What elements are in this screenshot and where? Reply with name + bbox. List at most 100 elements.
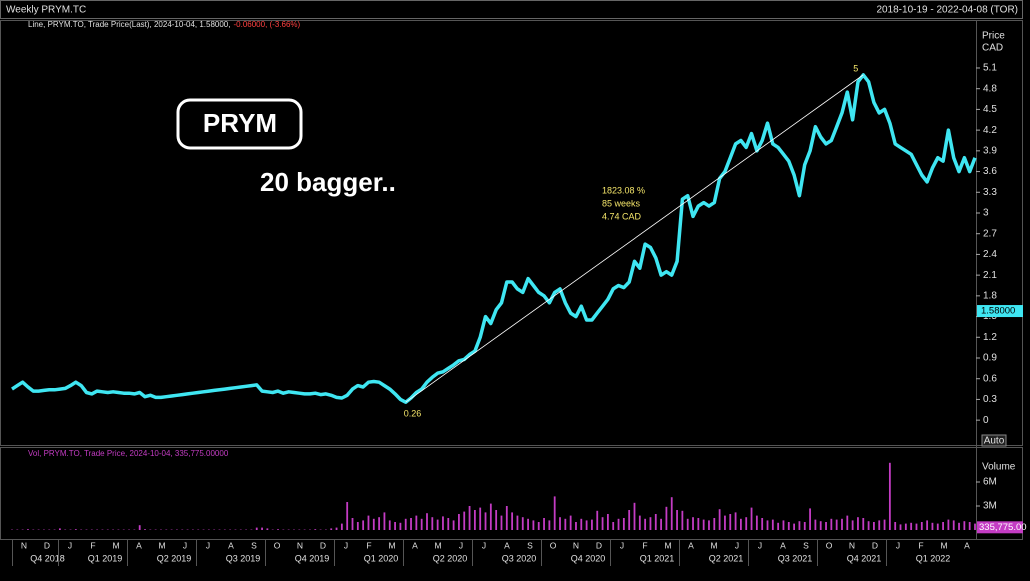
month-label: F: [366, 540, 371, 550]
volume-bar: [835, 519, 838, 530]
quarter-label: Q1 2021: [640, 553, 675, 563]
volume-bar: [601, 517, 604, 530]
quarter-label: Q4 2018: [30, 553, 65, 563]
quarter-label: Q1 2022: [916, 553, 951, 563]
volume-bar: [612, 522, 615, 530]
low-label: 0.26: [404, 409, 422, 419]
month-label: F: [642, 540, 647, 550]
volume-tick-label: 3M: [983, 501, 997, 512]
volume-bar: [548, 520, 551, 530]
volume-bar: [915, 523, 918, 530]
volume-bar: [873, 522, 875, 530]
volume-bar: [920, 522, 923, 530]
month-label: M: [112, 540, 119, 550]
volume-bar: [431, 517, 434, 530]
volume-bar: [553, 496, 556, 530]
annotation: 1823.08 %: [602, 185, 645, 195]
price-tag-label: 1.58000: [981, 306, 1015, 317]
volume-bar: [468, 506, 471, 530]
volume-bar: [697, 518, 700, 530]
volume-bar: [372, 518, 375, 530]
volume-bar: [708, 520, 710, 530]
volume-bar: [340, 523, 343, 530]
month-label: A: [964, 540, 970, 550]
price-tag: [977, 305, 1023, 318]
volume-bar: [787, 522, 790, 530]
volume-bar: [27, 529, 29, 530]
month-label: D: [44, 540, 50, 550]
volume-tag-label: 335,775.00: [979, 522, 1027, 533]
y-tick-label: 0.3: [983, 394, 997, 405]
y-tick-label: 3.6: [983, 166, 997, 177]
volume-bar: [479, 507, 482, 530]
volume-bar: [606, 514, 609, 530]
month-label: M: [158, 540, 165, 550]
volume-bar: [277, 529, 279, 530]
volume-bar: [58, 528, 61, 530]
volume-bar: [761, 518, 764, 530]
y-tick-label: 5.1: [983, 63, 997, 74]
volume-legend: Vol, PRYM.TO, Trade Price, 2024-10-04, 3…: [28, 449, 229, 458]
volume-bar: [394, 522, 396, 530]
month-label: A: [136, 540, 142, 550]
volume-bar: [894, 522, 897, 530]
volume-bar: [144, 529, 146, 530]
volume-axis-label: Volume: [982, 462, 1016, 473]
month-label: J: [183, 540, 187, 550]
volume-bar: [947, 519, 950, 530]
quarter-label: Q1 2020: [364, 553, 399, 563]
quarter-label: Q1 2019: [88, 553, 123, 563]
volume-bar: [378, 517, 381, 530]
month-label: J: [206, 540, 210, 550]
volume-bar: [649, 517, 652, 530]
volume-bar: [702, 519, 705, 530]
volume-bar: [138, 525, 141, 530]
month-label: F: [918, 540, 923, 550]
volume-bar: [447, 518, 450, 530]
volume-bar: [420, 518, 423, 530]
volume-bar: [585, 520, 588, 530]
month-label: M: [664, 540, 671, 550]
date-range: 2018-10-19 - 2022-04-08 (TOR): [876, 5, 1018, 16]
volume-bar: [442, 516, 444, 530]
auto-button[interactable]: [981, 434, 1007, 447]
y-tick-label: 1.2: [983, 332, 997, 343]
volume-bar: [660, 518, 662, 530]
volume-bar: [500, 515, 503, 530]
trend-line: [405, 74, 864, 403]
volume-bar: [569, 515, 572, 530]
volume-bar: [692, 517, 694, 530]
volume-bar: [596, 510, 599, 530]
volume-bar: [952, 520, 955, 530]
month-label: O: [550, 540, 557, 550]
volume-bar: [819, 521, 822, 530]
volume-bar: [883, 519, 886, 530]
quarter-label: Q4 2020: [571, 553, 606, 563]
y-axis-label: Price: [982, 31, 1005, 42]
month-label: D: [596, 540, 602, 550]
auto-button-label[interactable]: Auto: [984, 436, 1005, 447]
volume-bar: [644, 518, 647, 530]
month-label: J: [344, 540, 348, 550]
volume-bar: [346, 502, 349, 530]
volume-bar: [755, 515, 758, 530]
volume-bar: [740, 518, 742, 530]
month-label: S: [527, 540, 533, 550]
y-tick-label: 0.6: [983, 373, 997, 384]
month-label: J: [896, 540, 900, 550]
month-label: N: [849, 540, 855, 550]
volume-bar: [463, 511, 466, 530]
y-tick-label: 0: [983, 415, 989, 426]
title-bar: [0, 0, 1023, 19]
month-label: M: [940, 540, 947, 550]
volume-bar: [564, 518, 567, 530]
quarter-label: Q2 2020: [433, 553, 468, 563]
volume-bar: [484, 512, 487, 530]
y-tick-label: 3.9: [983, 145, 997, 156]
volume-bar: [575, 522, 577, 530]
volume-bar: [846, 515, 849, 530]
volume-bar: [718, 509, 721, 530]
month-label: A: [228, 540, 234, 550]
